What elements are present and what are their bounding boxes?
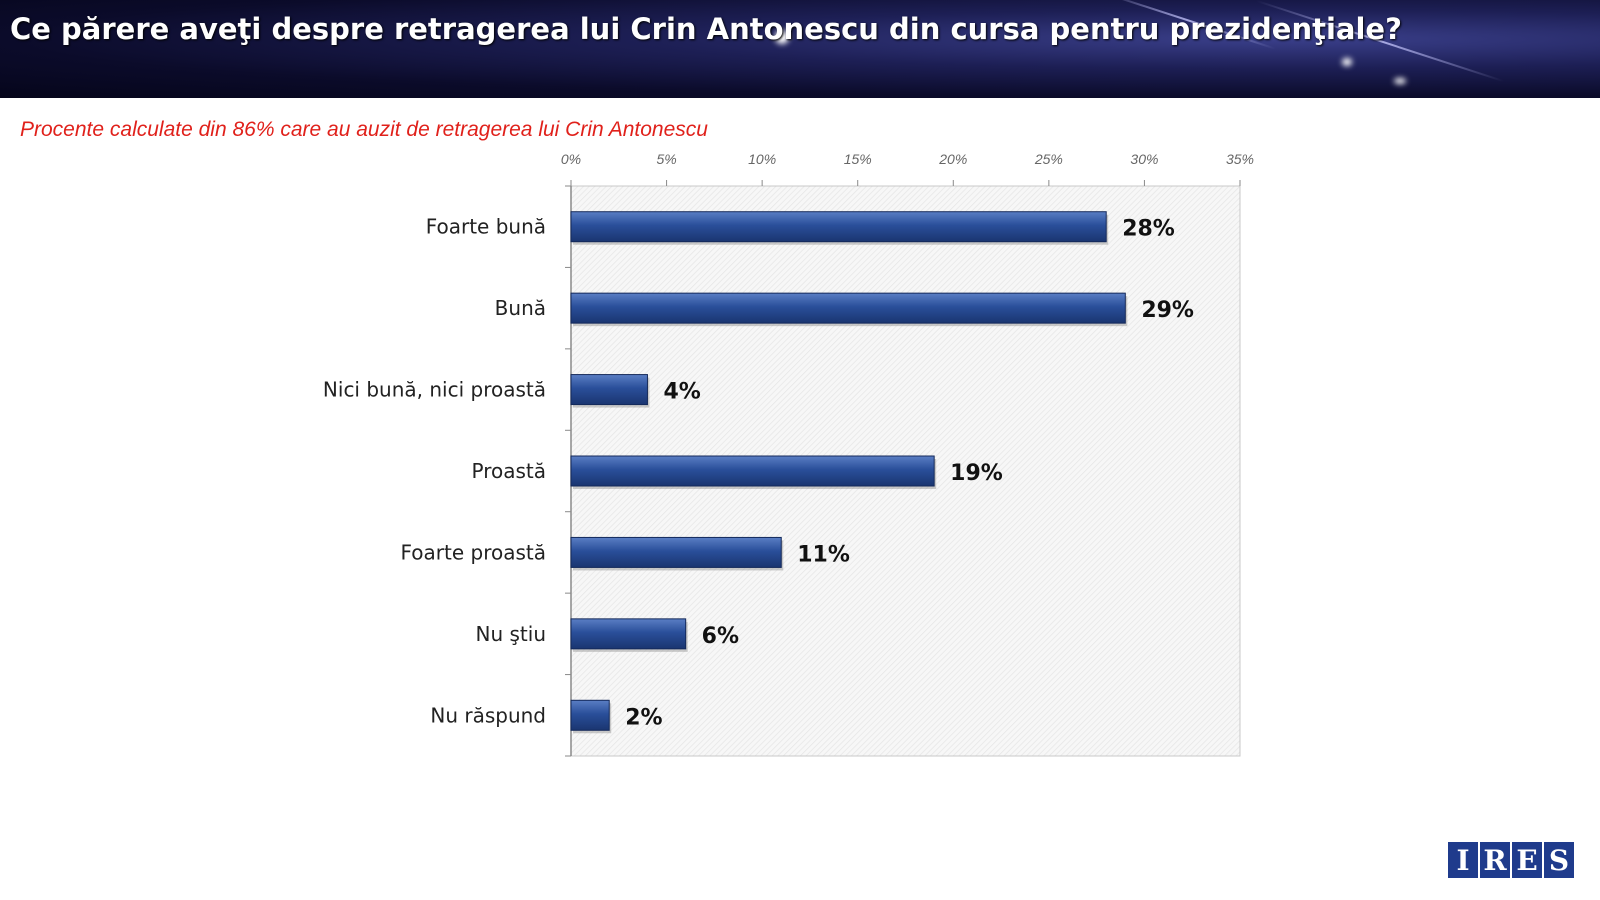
x-tick-label: 25%: [1034, 151, 1063, 167]
data-label: 29%: [1141, 298, 1194, 323]
chart-subtitle: Procente calculate din 86% care au auzit…: [20, 118, 708, 141]
data-label: 6%: [702, 624, 739, 649]
page-title: Ce părere aveţi despre retragerea lui Cr…: [10, 12, 1402, 46]
bar: [570, 455, 935, 487]
x-tick-label: 35%: [1226, 151, 1254, 167]
category-label: Foarte proastă: [401, 540, 547, 564]
category-label: Foarte bună: [426, 215, 546, 239]
category-label: Proastă: [471, 459, 546, 483]
data-label: 19%: [950, 461, 1003, 486]
bar: [570, 618, 687, 650]
category-label: Nu ştiu: [476, 622, 547, 646]
data-label: 28%: [1122, 217, 1175, 242]
x-tick-label: 20%: [938, 151, 967, 167]
data-label: 2%: [625, 705, 662, 730]
x-tick-label: 30%: [1130, 151, 1158, 167]
logo-letter: I: [1448, 842, 1478, 878]
bar: [570, 374, 648, 406]
x-tick-label: 5%: [656, 151, 676, 167]
logo-letter: S: [1544, 842, 1574, 878]
logo-letter: R: [1480, 842, 1510, 878]
bar: [570, 292, 1126, 324]
bar: [570, 211, 1107, 243]
data-label: 4%: [663, 380, 700, 405]
bar: [570, 536, 782, 568]
x-tick-label: 10%: [748, 151, 776, 167]
category-label: Nu răspund: [430, 703, 546, 727]
x-tick-label: 0%: [561, 151, 581, 167]
data-label: 11%: [797, 542, 850, 567]
ires-logo: I R E S: [1448, 842, 1574, 878]
logo-letter: E: [1512, 842, 1542, 878]
category-label: Nici bună, nici proastă: [323, 378, 546, 402]
category-label: Bună: [495, 296, 546, 320]
x-tick-label: 15%: [844, 151, 872, 167]
bar: [570, 699, 610, 731]
header-banner: Ce părere aveţi despre retragerea lui Cr…: [0, 0, 1600, 98]
